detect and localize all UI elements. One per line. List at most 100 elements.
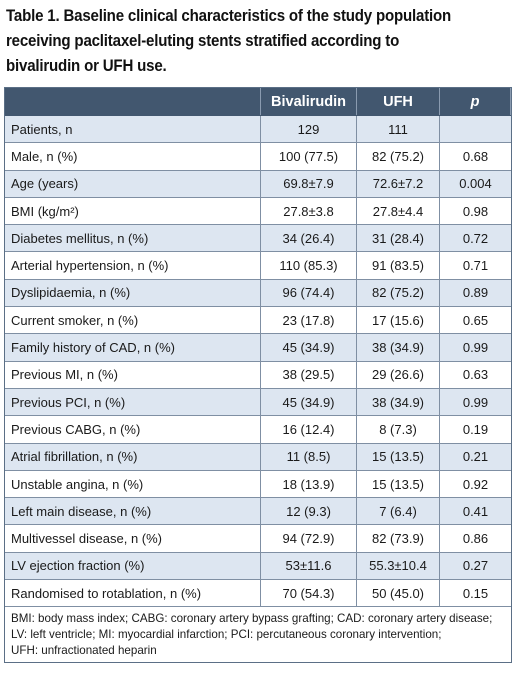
cell-p: 0.21	[462, 449, 489, 465]
cell-p: 0.19	[462, 421, 489, 437]
cell-ufh: 82 (73.9)	[357, 525, 440, 552]
cell-p: 0.99	[462, 340, 489, 356]
cell-bivalirudin: 38 (29.5)	[261, 361, 357, 388]
table-row: Previous PCI, n (%) 45 (34.9) 38 (34.9) 0.9…	[5, 388, 511, 417]
cell-bivalirudin: 94 (72.9)	[261, 525, 357, 552]
table-row: Previous MI, n (%) 38 (29.5) 29 (26.6) 0.63	[5, 361, 511, 389]
footnote-line: BMI: body mass index; CABG: coronary art…	[11, 612, 493, 626]
caption-line: Table 1. Baseline clinical characteristi…	[6, 7, 452, 25]
table-header-row: Bivalirudin UFH p	[5, 88, 511, 116]
cell-ufh: 38 (34.9)	[357, 334, 440, 361]
cell-bivalirudin: 12 (9.3)	[261, 498, 357, 525]
cell-ufh: 50 (45.0)	[357, 580, 440, 607]
cell-bivalirudin: 69.8±7.9	[261, 170, 357, 197]
cell-p: 0.72	[462, 230, 489, 246]
cell-p: 0.86	[462, 531, 489, 547]
table-row: Age (years) 69.8±7.9 72.6±7.2 0.004	[5, 170, 511, 198]
cell-bivalirudin: 129	[261, 116, 357, 143]
table-row: Previous CABG, n (%) 16 (12.4) 8 (7.3) 0.19	[5, 416, 511, 444]
cell-characteristic: Diabetes mellitus, n (%)	[5, 225, 261, 252]
caption-line: bivalirudin or UFH use.	[6, 57, 167, 75]
cell-bivalirudin: 11 (8.5)	[261, 443, 357, 470]
header-cell-ufh: UFH	[357, 88, 440, 115]
cell-characteristic: Previous MI, n (%)	[5, 361, 261, 388]
cell-bivalirudin: 34 (26.4)	[261, 225, 357, 252]
cell-ufh: 29 (26.6)	[357, 361, 440, 388]
table-row: Multivessel disease, n (%) 94 (72.9) 82 (7…	[5, 525, 511, 553]
cell-p: 0.99	[462, 394, 489, 410]
table-row: Current smoker, n (%) 23 (17.8) 17 (15.6) 0…	[5, 307, 511, 335]
table-row: Unstable angina, n (%) 18 (13.9) 15 (13.5)…	[5, 470, 511, 499]
table-row: Family history of CAD, n (%) 45 (34.9) 38 …	[5, 334, 511, 362]
cell-characteristic: Male, n (%)	[5, 143, 261, 170]
cell-ufh: 38 (34.9)	[357, 388, 440, 416]
table-row: Male, n (%) 100 (77.5) 82 (75.2) 0.68	[5, 143, 511, 171]
cell-ufh: 8 (7.3)	[357, 416, 440, 443]
cell-ufh: 91 (83.5)	[357, 252, 440, 279]
cell-bivalirudin: 18 (13.9)	[261, 470, 357, 498]
table-row: Arterial hypertension, n (%) 110 (85.3) 91…	[5, 252, 511, 280]
cell-bivalirudin: 45 (34.9)	[261, 388, 357, 416]
cell-p: 0.68	[462, 148, 489, 164]
cell-characteristic: Atrial fibrillation, n (%)	[5, 443, 261, 470]
cell-ufh: 82 (75.2)	[357, 279, 440, 307]
cell-p	[440, 116, 511, 142]
cell-p: 0.92	[462, 476, 489, 492]
table-row: Randomised to rotablation, n (%) 70 (54.3…	[5, 580, 511, 608]
cell-characteristic: Current smoker, n (%)	[5, 307, 261, 334]
cell-ufh: 55.3±10.4	[357, 552, 440, 580]
cell-bivalirudin: 110 (85.3)	[261, 252, 357, 279]
cell-bivalirudin: 100 (77.5)	[261, 143, 357, 170]
cell-ufh: 27.8±4.4	[357, 197, 440, 225]
cell-p: 0.27	[462, 558, 489, 574]
cell-characteristic: Previous PCI, n (%)	[5, 388, 261, 416]
table-row: Dyslipidaemia, n (%) 96 (74.4) 82 (75.2) 0.…	[5, 279, 511, 308]
table-row: LV ejection fraction (%) 53±11.6 55.3±10.4…	[5, 552, 511, 581]
cell-p: 0.98	[462, 203, 489, 219]
cell-characteristic: Previous CABG, n (%)	[5, 416, 261, 443]
table-row: Atrial fibrillation, n (%) 11 (8.5) 15 (13…	[5, 443, 511, 471]
table-row: Patients, n 129 111	[5, 116, 511, 144]
characteristics-table: Bivalirudin UFH p Patients, n 129 111 Male,…	[4, 87, 512, 664]
cell-ufh: 15 (13.5)	[357, 443, 440, 470]
table-caption: Table 1. Baseline clinical characteristi…	[6, 4, 513, 79]
table-row: Diabetes mellitus, n (%) 34 (26.4) 31 (28.…	[5, 225, 511, 253]
cell-p: 0.15	[462, 585, 489, 601]
table-row: BMI (kg/m²) 27.8±3.8 27.8±4.4 0.98	[5, 197, 511, 226]
cell-characteristic: BMI (kg/m²)	[5, 197, 261, 225]
cell-p: 0.004	[459, 176, 492, 192]
cell-characteristic: Arterial hypertension, n (%)	[5, 252, 261, 279]
cell-ufh: 17 (15.6)	[357, 307, 440, 334]
cell-characteristic: Randomised to rotablation, n (%)	[5, 580, 261, 607]
cell-p: 0.41	[462, 503, 489, 519]
cell-ufh: 15 (13.5)	[357, 470, 440, 498]
header-cell-characteristic	[5, 88, 261, 115]
cell-p: 0.71	[462, 258, 489, 274]
cell-characteristic: Left main disease, n (%)	[5, 498, 261, 525]
cell-characteristic: Unstable angina, n (%)	[5, 470, 261, 498]
table-body: Patients, n 129 111 Male, n (%) 100 (77.5) 82…	[5, 116, 511, 608]
cell-ufh: 72.6±7.2	[357, 170, 440, 197]
cell-ufh: 82 (75.2)	[357, 143, 440, 170]
cell-characteristic: Dyslipidaemia, n (%)	[5, 279, 261, 307]
cell-p: 0.63	[462, 367, 489, 383]
cell-bivalirudin: 27.8±3.8	[261, 197, 357, 225]
cell-bivalirudin: 53±11.6	[261, 552, 357, 580]
cell-characteristic: LV ejection fraction (%)	[5, 552, 261, 580]
cell-p: 0.89	[462, 285, 489, 301]
cell-characteristic: Age (years)	[5, 170, 261, 197]
table-footnote: BMI: body mass index; CABG: coronary art…	[5, 607, 511, 663]
cell-characteristic: Multivessel disease, n (%)	[5, 525, 261, 552]
cell-p: 0.65	[462, 312, 489, 328]
cell-bivalirudin: 96 (74.4)	[261, 279, 357, 307]
cell-bivalirudin: 45 (34.9)	[261, 334, 357, 361]
footnote-line: UFH: unfractionated heparin	[11, 643, 157, 657]
cell-bivalirudin: 16 (12.4)	[261, 416, 357, 443]
cell-ufh: 7 (6.4)	[357, 498, 440, 525]
caption-line: receiving paclitaxel-eluting stents stra…	[6, 32, 400, 50]
table-row: Left main disease, n (%) 12 (9.3) 7 (6.4) 0…	[5, 498, 511, 526]
cell-bivalirudin: 23 (17.8)	[261, 307, 357, 334]
header-cell-p: p	[440, 88, 511, 115]
footnote-line: LV: left ventricle; MI: myocardial infar…	[11, 627, 442, 641]
cell-ufh: 31 (28.4)	[357, 225, 440, 252]
